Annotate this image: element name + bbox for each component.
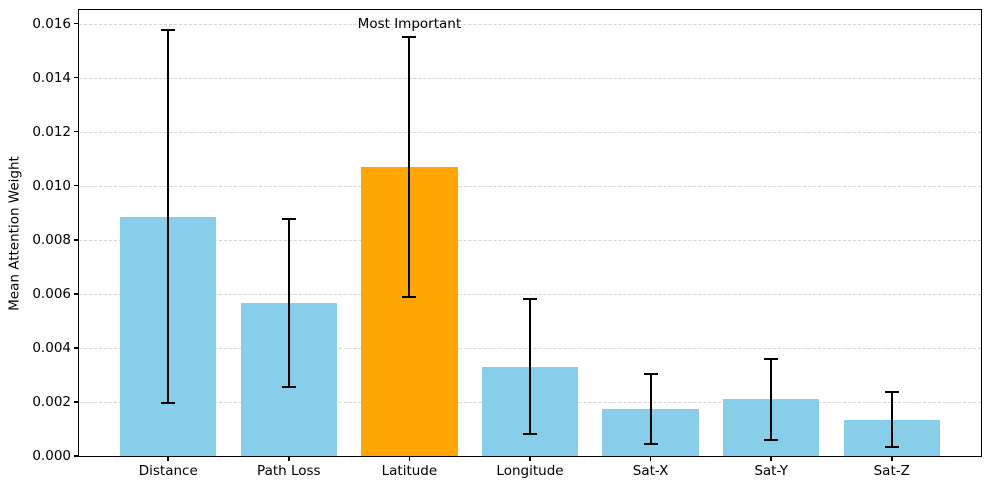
error-bar-cap-top	[161, 29, 176, 32]
error-bar-cap-bottom	[764, 438, 779, 441]
error-bar	[890, 392, 893, 447]
y-tick-label: 0.004	[32, 339, 71, 356]
error-bar-cap-bottom	[523, 433, 537, 436]
y-axis-label: Mean Attention Weight	[6, 156, 23, 311]
error-bar	[770, 358, 773, 440]
x-tick-label: Latitude	[381, 463, 438, 479]
y-tick	[74, 130, 79, 133]
x-tick-label: Sat-Z	[873, 463, 910, 479]
y-tick-label: 0.006	[32, 285, 71, 302]
error-bar-cap-bottom	[643, 442, 658, 445]
error-bar	[287, 219, 290, 388]
y-tick	[74, 76, 79, 79]
y-tick-label: 0.016	[32, 15, 71, 32]
x-tick	[529, 456, 531, 461]
y-tick	[74, 293, 79, 295]
x-tick	[891, 456, 893, 461]
most-important-annotation: Most Important	[357, 16, 462, 33]
y-tick-label: 0.010	[32, 177, 71, 194]
x-tick	[288, 456, 290, 461]
x-tick-label: Path Loss	[257, 463, 321, 479]
error-bar-cap-top	[281, 218, 296, 221]
x-tick-label: Sat-X	[632, 463, 669, 479]
error-bar-cap-top	[764, 357, 779, 360]
x-tick-label: Longitude	[496, 463, 564, 479]
gridline	[79, 77, 981, 79]
error-bar-cap-top	[643, 372, 658, 375]
x-tick-label: Sat-Y	[754, 463, 788, 479]
y-tick	[74, 184, 79, 187]
plot-area: Most Important 0.000 0.002 0.004 0.006 0.008…	[32, 9, 982, 479]
y-tick-label: 0.008	[32, 231, 71, 248]
y-tick	[74, 455, 79, 457]
x-tick	[167, 456, 169, 461]
x-tick-label: Distance	[138, 463, 198, 479]
error-bar-cap-top	[523, 298, 537, 301]
x-tick	[770, 456, 772, 461]
error-bar-cap-top	[884, 391, 899, 394]
error-bar-cap-top	[402, 36, 417, 39]
error-bar	[408, 37, 411, 297]
y-tick	[74, 22, 79, 25]
error-bar	[167, 30, 170, 404]
error-bar-cap-bottom	[884, 445, 899, 448]
y-tick-label: 0.000	[32, 448, 71, 464]
error-bar	[529, 299, 531, 435]
y-tick-label: 0.002	[32, 393, 71, 410]
y-tick-label: 0.012	[32, 123, 71, 140]
y-tick	[74, 347, 79, 349]
gridline	[79, 23, 981, 25]
gridline	[79, 293, 981, 295]
gridline	[79, 131, 981, 133]
error-bar-cap-bottom	[281, 386, 296, 389]
y-tick-label: 0.014	[32, 69, 71, 86]
x-tick	[408, 456, 411, 461]
error-bar	[649, 373, 652, 444]
error-bar-cap-bottom	[402, 295, 417, 298]
error-bar-cap-bottom	[161, 402, 176, 405]
x-tick	[649, 456, 652, 461]
gridline	[79, 185, 981, 187]
y-tick	[74, 401, 79, 403]
gridline	[79, 239, 981, 241]
y-tick	[74, 239, 79, 241]
